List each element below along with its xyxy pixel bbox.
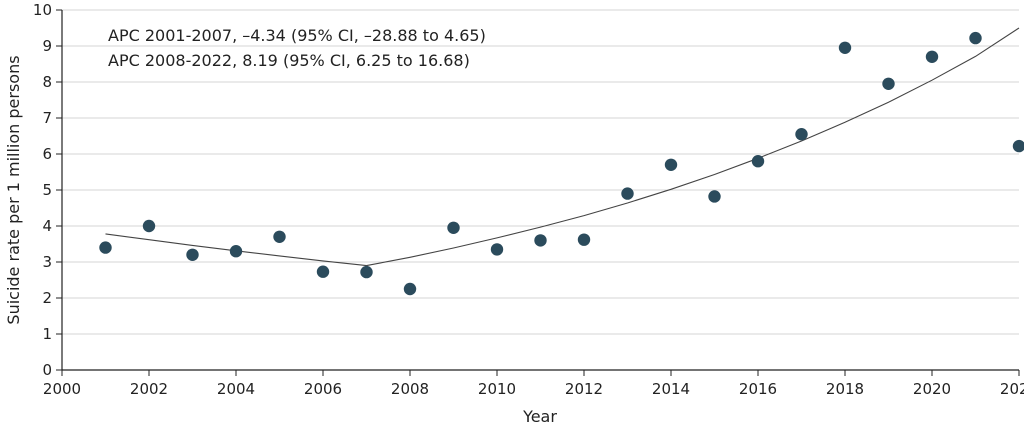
- y-tick-label: 8: [42, 73, 52, 91]
- data-point: [360, 265, 373, 279]
- y-tick-label: 10: [33, 1, 52, 19]
- data-point: [447, 221, 460, 234]
- y-tick-label: 3: [42, 253, 52, 271]
- data-point: [795, 128, 808, 141]
- data-point: [273, 230, 286, 243]
- y-tick-label: 4: [42, 217, 52, 235]
- x-tick-label: 2008: [391, 380, 429, 398]
- y-tick-label: 5: [42, 181, 52, 199]
- data-point: [186, 248, 199, 261]
- trend-line-segment-2: [366, 27, 1020, 267]
- y-tick-label: 2: [42, 289, 52, 307]
- data-point: [142, 219, 156, 233]
- x-tick-label: 2020: [913, 380, 951, 398]
- data-point: [751, 155, 765, 168]
- y-tick-label: 9: [42, 37, 52, 55]
- data-point: [490, 243, 504, 256]
- x-tick-label: 2012: [565, 380, 603, 398]
- data-point: [316, 265, 330, 278]
- data-point: [925, 50, 939, 63]
- y-tick-label: 6: [42, 145, 52, 163]
- y-tick-label: 0: [42, 361, 52, 379]
- x-tick-label: 2014: [652, 380, 690, 398]
- y-tick-label: 1: [42, 325, 52, 343]
- axes: [56, 9, 1020, 376]
- x-tick-label: 2000: [43, 380, 81, 398]
- data-point: [403, 282, 417, 296]
- y-tick-label: 7: [42, 109, 52, 127]
- grid-lines: [62, 9, 1019, 335]
- data-point: [838, 41, 852, 54]
- data-point: [621, 187, 634, 200]
- x-axis-title: Year: [522, 407, 557, 426]
- data-point: [708, 190, 721, 203]
- x-tick-label: 2016: [739, 380, 777, 398]
- data-point: [229, 245, 243, 258]
- x-tick-label: 2010: [478, 380, 516, 398]
- data-point: [1012, 139, 1024, 153]
- x-tick-label: 2006: [304, 380, 342, 398]
- data-point: [534, 234, 547, 247]
- tick-labels: 0 1 2 3 4 5 6 7 8 9 10 2000 2002 2004 2006 2008 2010 2012…: [33, 1, 1024, 398]
- y-axis-title: Suicide rate per 1 million persons: [4, 55, 23, 324]
- x-tick-label: 2002: [130, 380, 168, 398]
- x-tick-label: 2018: [826, 380, 864, 398]
- data-point: [577, 233, 591, 246]
- data-point: [664, 158, 678, 171]
- annotation-segment-1: APC 2001-2007, –4.34 (95% CI, –28.88 to …: [108, 26, 486, 45]
- data-point: [882, 77, 895, 91]
- x-tick-label: 2022: [1000, 380, 1024, 398]
- data-point: [969, 31, 982, 45]
- data-point: [99, 241, 112, 254]
- data-points: [99, 31, 1024, 296]
- x-tick-label: 2004: [217, 380, 255, 398]
- annotation-segment-2: APC 2008-2022, 8.19 (95% CI, 6.25 to 16.…: [108, 51, 470, 70]
